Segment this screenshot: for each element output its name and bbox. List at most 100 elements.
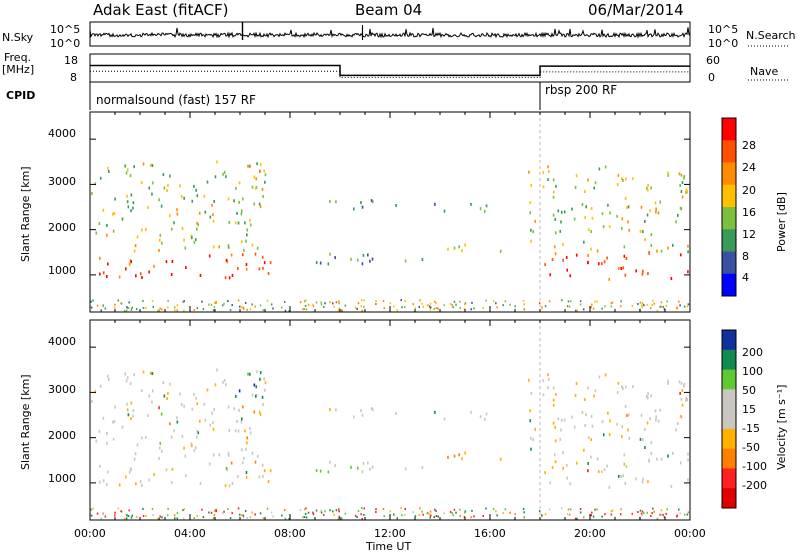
velocity-cell (102, 513, 104, 516)
velocity-cell (163, 394, 166, 398)
power-cell (685, 190, 687, 194)
velocity-cell (621, 425, 624, 429)
velocity-cell (173, 429, 175, 433)
power-cell (401, 306, 403, 309)
power-cell (307, 303, 310, 306)
velocity-cell (233, 407, 235, 411)
velocity-cell (371, 408, 374, 412)
power-cell (113, 306, 116, 309)
power-cell (429, 306, 432, 309)
power-cell (452, 306, 454, 309)
velocity-cell (263, 377, 266, 381)
power-cell (678, 300, 680, 303)
velocity-cell (367, 461, 369, 465)
velocity-cell (201, 508, 203, 511)
velocity-cell (261, 395, 264, 399)
power-cell (451, 304, 454, 307)
power-cell (263, 169, 266, 173)
velocity-cell (329, 408, 331, 412)
power-cell (557, 209, 560, 213)
power-cell (667, 171, 669, 175)
cpid-label: CPID (6, 89, 36, 102)
velocity-cell (191, 407, 194, 411)
velocity-cell (128, 470, 131, 474)
velocity-cell (654, 409, 657, 413)
velocity-cell (249, 516, 252, 519)
velocity-cell (170, 435, 173, 439)
velocity-cell (304, 512, 307, 515)
velocity-cell (421, 510, 423, 513)
velocity-cell (455, 511, 457, 514)
velocity-cell (677, 421, 679, 425)
velocity-cell (312, 511, 314, 514)
power-cell (356, 307, 358, 310)
velocity-cell (212, 427, 215, 431)
velocity-cell (562, 466, 564, 470)
velocity-cell (218, 453, 221, 457)
velocity-cell (579, 507, 582, 510)
power-cell (320, 301, 322, 304)
power-cell (622, 266, 624, 270)
velocity-cell (542, 393, 545, 397)
vel-cbar-tick-m15: -15 (742, 422, 760, 435)
velocity-cell (641, 514, 643, 517)
velocity-cell (158, 517, 160, 520)
power-cell (153, 264, 155, 268)
velocity-cell (485, 412, 488, 416)
freq-label: Freq. (4, 51, 32, 64)
power-cell (170, 227, 173, 231)
velocity-cell (169, 382, 171, 386)
power-cell (142, 162, 145, 166)
power-cell (113, 211, 116, 215)
velocity-cell (235, 394, 237, 398)
power-cell (204, 210, 207, 214)
power-cell (106, 223, 108, 227)
power-cell (230, 253, 233, 257)
velocity-cell (153, 472, 155, 476)
velocity-cell (678, 380, 681, 384)
power-cell (190, 234, 193, 238)
power-cell (208, 303, 210, 306)
velocity-cell (98, 480, 101, 484)
power-cell (215, 302, 218, 305)
power-cell (159, 233, 162, 237)
nave-tick-0: 0 (708, 71, 715, 84)
velocity-cell (587, 462, 589, 466)
power-cell (617, 266, 620, 270)
power-cell (670, 276, 673, 280)
velocity-cell (437, 515, 439, 518)
velocity-cell (315, 469, 318, 473)
power-cell (621, 217, 624, 221)
velocity-cell (229, 517, 232, 520)
power-cell (151, 181, 154, 185)
power-cell (329, 301, 331, 304)
velocity-cell (659, 513, 661, 516)
velocity-cell (135, 482, 137, 486)
velocity-cell (194, 446, 197, 450)
velocity-cell (361, 413, 364, 417)
power-cell (650, 186, 652, 190)
power-cell (303, 308, 306, 311)
power-cell (647, 183, 649, 187)
velocity-cell (419, 507, 421, 510)
power-cell (434, 202, 436, 206)
power-cell (473, 307, 475, 310)
velocity-cell (350, 465, 352, 469)
power-cell (327, 262, 330, 266)
velocity-cell (212, 517, 215, 520)
velocity-cell (670, 484, 673, 488)
velocity-cell (199, 481, 202, 485)
power-cell (590, 306, 593, 309)
velocity-cell (681, 389, 684, 393)
power-cell (623, 254, 626, 258)
power-cell (523, 303, 525, 306)
power-cell (303, 300, 306, 303)
velocity-cell (404, 513, 406, 516)
velocity-cbar-bin (722, 330, 736, 351)
velocity-cell (161, 516, 163, 519)
power-cell (414, 307, 417, 310)
power-cell (554, 252, 557, 256)
vel-ytick-1000: 1000 (48, 472, 76, 485)
power-cell (656, 309, 659, 312)
velocity-cell (152, 513, 154, 516)
